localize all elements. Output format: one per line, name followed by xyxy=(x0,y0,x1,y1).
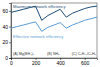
tick-mark xyxy=(9,27,11,28)
chart-root: 0 200 400 600 0 20 40 60 Maximum network efficie… xyxy=(0,0,100,67)
tick-mark xyxy=(9,42,11,43)
annotation: Effective network efficiency xyxy=(13,34,64,39)
tick-label: 20 xyxy=(2,39,8,45)
annotation: (A) Mg(BH₄)₂ xyxy=(13,52,35,56)
tick-label: 200 xyxy=(32,60,41,66)
series-line xyxy=(11,17,97,31)
x-axis: 0 200 400 600 xyxy=(10,58,97,66)
plot-frame xyxy=(11,3,97,58)
annotation: (B) NH₃ xyxy=(47,52,60,56)
tick: 0 xyxy=(10,58,13,66)
tick-mark xyxy=(9,11,11,12)
y-axis: 0 20 40 60 xyxy=(2,4,11,62)
tick-label: 400 xyxy=(56,60,65,66)
tick: 20 xyxy=(2,39,11,45)
tick-label: 0 xyxy=(5,55,8,61)
tick: 40 xyxy=(2,24,11,30)
chart-svg: 0 200 400 600 0 20 40 60 Maximum network efficie… xyxy=(0,0,100,67)
tick: 600 xyxy=(81,58,90,66)
tick-label: 600 xyxy=(81,60,90,66)
tick: 400 xyxy=(56,58,65,66)
tick: 200 xyxy=(32,58,41,66)
tick-mark xyxy=(9,58,11,59)
tick-label: 60 xyxy=(2,8,8,14)
tick: 0 xyxy=(5,55,11,61)
tick-label: 0 xyxy=(10,60,13,66)
plot: 0 200 400 600 0 20 40 60 Maximum network efficie… xyxy=(2,3,97,66)
annotation: Maximum network efficiency xyxy=(13,4,66,9)
axis-line xyxy=(9,4,12,59)
lines xyxy=(11,6,97,31)
tick: 60 xyxy=(2,8,11,14)
tick-label: 40 xyxy=(2,24,8,30)
annotations: Maximum network efficiency Effective netw… xyxy=(13,4,97,56)
annotation: (C) C₆H₁₂/C₆H₆ xyxy=(72,52,97,56)
